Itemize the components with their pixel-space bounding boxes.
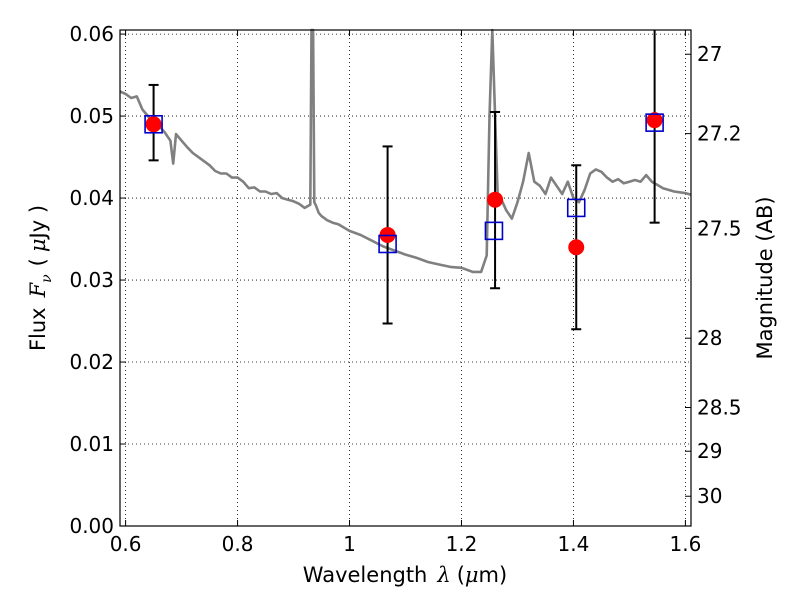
axis-ticks: 0.6 0.8 1 1.2 1.4 1.6 0.00 0.01 0.02 0.03 0.04 0.05… (69, 22, 741, 556)
model-photometry-point (566, 198, 586, 218)
y2-tick-label: 27.2 (697, 122, 742, 146)
x-tick-label: 1.6 (669, 532, 701, 556)
y2-tick-label: 28 (697, 326, 722, 350)
model-photometry-point (484, 221, 504, 241)
x-tick-label: 1 (343, 532, 356, 556)
y-axis-title: FluxFν(μJy ) (26, 205, 55, 351)
observed-point (568, 239, 585, 256)
y-tick-label: 0.06 (69, 22, 114, 46)
grid-lines (120, 30, 691, 526)
y2-tick-label: 28.5 (697, 395, 742, 419)
y2-tick-label: 29 (697, 439, 722, 463)
x-tick-label: 0.6 (110, 532, 142, 556)
y-tick-label: 0.00 (69, 514, 114, 538)
y-tick-label: 0.03 (69, 268, 114, 292)
observed-point (646, 112, 663, 129)
y2-axis-title: Magnitude (AB) (753, 196, 777, 359)
x-tick-label: 0.8 (222, 532, 254, 556)
model-photometry-point (378, 234, 397, 254)
y2-tick-label: 30 (697, 484, 722, 508)
x-axis-title: Wavelength λ (μm) (303, 563, 507, 587)
observed-point (145, 116, 162, 133)
y-tick-label: 0.05 (69, 104, 114, 128)
photometry-markers (144, 112, 664, 256)
x-tick-label: 1.2 (446, 532, 478, 556)
y-tick-label: 0.01 (69, 432, 114, 456)
model-photometry-point (645, 113, 664, 132)
model-spectrum (119, 28, 692, 274)
plot-area (120, 30, 691, 526)
y-tick-label: 0.04 (69, 186, 114, 210)
y2-tick-label: 27.5 (697, 216, 742, 240)
model-photometry-point (144, 114, 163, 134)
spectrum-line (119, 28, 692, 274)
y2-tick-label: 27 (697, 42, 722, 66)
observed-point (487, 191, 504, 208)
x-tick-label: 1.4 (558, 532, 590, 556)
y-tick-label: 0.02 (69, 350, 114, 374)
plot-frame (119, 29, 692, 527)
